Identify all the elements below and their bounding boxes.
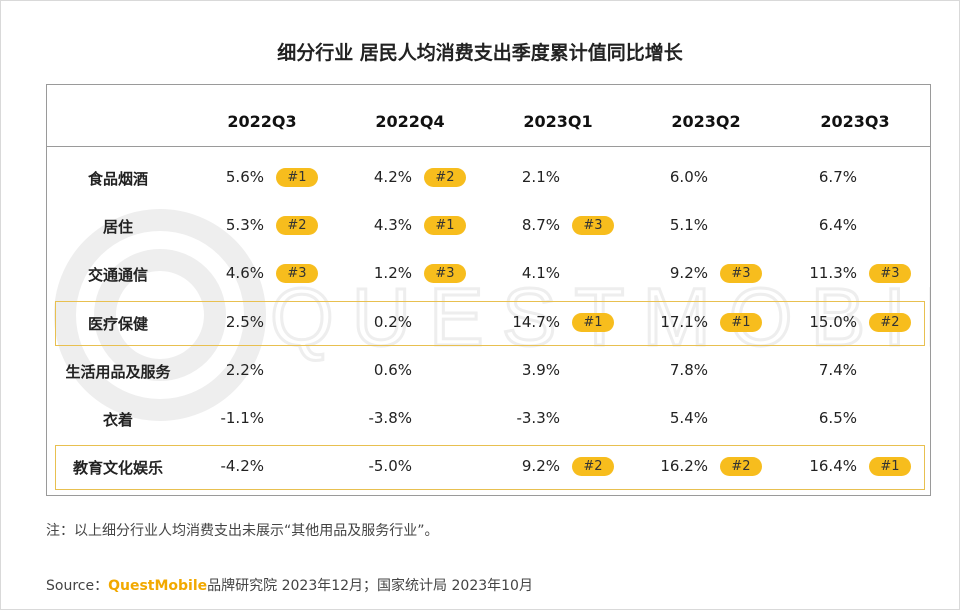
row-label: 交通通信 [87,266,148,284]
header-divider [46,146,930,147]
rank-badge: #2 [276,216,318,235]
cell-value: 8.7% [521,216,560,234]
cell-value: 4.2% [373,168,412,186]
rank-badge: #3 [869,264,911,283]
cell-value: 16.4% [809,457,857,475]
cell-value: 6.4% [818,216,857,234]
cell-value: 15.0% [809,313,857,331]
rank-badge: #1 [572,313,614,332]
rank-badge: #3 [424,264,466,283]
cell-value: 16.2% [660,457,708,475]
rank-badge: #1 [720,313,762,332]
cell-value: 6.5% [818,409,857,427]
rank-badge: #3 [720,264,762,283]
cell-value: 6.0% [669,168,708,186]
cell-value: 0.2% [373,313,412,331]
source-brand: QuestMobile [108,578,208,594]
footnote: 注：以上细分行业人均消费支出未展示“其他用品及服务行业”。 [46,523,439,539]
cell-value: 5.3% [225,216,264,234]
cell-value: 11.3% [809,264,857,282]
cell-value: 3.9% [521,361,560,379]
row-highlight [55,301,925,346]
cell-value: 17.1% [660,313,708,331]
source-rest: 品牌研究院 2023年12月；国家统计局 2023年10月 [207,578,533,594]
row-label: 居住 [102,218,133,236]
rank-badge: #3 [276,264,318,283]
column-header: 2023Q3 [820,112,890,131]
cell-value: 4.3% [373,216,412,234]
cell-value: -3.8% [368,409,412,427]
column-header: 2022Q4 [375,112,445,131]
cell-value: -5.0% [368,457,412,475]
cell-value: -3.3% [516,409,560,427]
cell-value: 2.2% [225,361,264,379]
cell-value: -4.2% [220,457,264,475]
source-line: Source：QuestMobile品牌研究院 2023年12月；国家统计局 2… [46,575,533,595]
cell-value: 4.6% [225,264,264,282]
cell-value: 9.2% [521,457,560,475]
rank-badge: #2 [424,168,466,187]
cell-value: 6.7% [818,168,857,186]
rank-badge: #1 [276,168,318,187]
cell-value: 7.8% [669,361,708,379]
row-label: 教育文化娱乐 [72,459,163,477]
rank-badge: #2 [720,457,762,476]
cell-value: 0.6% [373,361,412,379]
row-highlight [55,445,925,490]
row-label: 衣着 [102,411,133,429]
rank-badge: #2 [869,313,911,332]
row-label: 食品烟酒 [87,170,148,188]
table-frame [46,84,931,496]
rank-badge: #3 [572,216,614,235]
rank-badge: #2 [572,457,614,476]
cell-value: 5.1% [669,216,708,234]
cell-value: 1.2% [373,264,412,282]
cell-value: 7.4% [818,361,857,379]
cell-value: 14.7% [512,313,560,331]
cell-value: 9.2% [669,264,708,282]
cell-value: 5.6% [225,168,264,186]
column-header: 2023Q1 [523,112,593,131]
cell-value: 5.4% [669,409,708,427]
row-label: 医疗保健 [87,315,148,333]
column-header: 2022Q3 [227,112,297,131]
cell-value: 2.5% [225,313,264,331]
row-label: 生活用品及服务 [65,363,171,381]
cell-value: 4.1% [521,264,560,282]
rank-badge: #1 [869,457,911,476]
cell-value: 2.1% [521,168,560,186]
source-prefix: Source： [46,578,109,594]
column-header: 2023Q2 [671,112,741,131]
chart-title: 细分行业 居民人均消费支出季度累计值同比增长 [277,42,683,64]
cell-value: -1.1% [220,409,264,427]
rank-badge: #1 [424,216,466,235]
